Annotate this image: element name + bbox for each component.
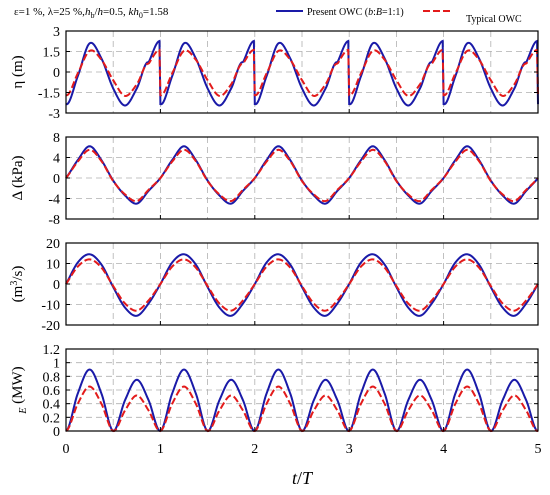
figure-parameters: ε=1 %, λ=25 %,hb/h=0.5, kh0=1.58	[14, 6, 169, 20]
panel-3-ylabel: q (m3/s)	[9, 266, 26, 303]
panel-3-present-owc-line	[65, 253, 539, 317]
legend-present-label: Present OWC (b:B=1:1)	[307, 7, 404, 18]
panel-2-ylabel: ΔP (kPa)	[10, 155, 26, 200]
panel-2-ytick-label: 0	[53, 172, 60, 187]
panel-1-ytick-label: 1.5	[43, 46, 61, 61]
panel-4-ylabel: PE (MW)	[10, 366, 29, 414]
panel-3-ytick-label: -20	[41, 319, 60, 334]
panel-4-ytick-label: 1.2	[43, 343, 61, 358]
panel-3-typical-owc-line	[65, 258, 539, 312]
panel-2-present-owc-line	[65, 145, 539, 205]
panel-3-ytick-label: 10	[46, 258, 60, 273]
panel-1-ytick-label: -3	[48, 107, 60, 122]
panel-3-ytick-label: 20	[46, 237, 60, 252]
panel-4-ytick-label: 0.2	[43, 411, 61, 426]
panel-4-ytick-label: 0.4	[43, 398, 61, 413]
panel-4-ytick-label: 0	[53, 425, 60, 440]
panel-2-ytick-label: 4	[53, 152, 60, 167]
panel-4-xtick-label: 3	[346, 442, 353, 457]
panel-1-ytick-label: 0	[53, 66, 60, 81]
panel-2-ytick-label: 8	[53, 131, 60, 146]
panel-2-typical-owc-line	[65, 148, 539, 203]
panel-4-xtick-label: 5	[535, 442, 542, 457]
panel-1-ytick-label: -1.5	[38, 87, 60, 102]
x-axis-label: t/T	[292, 468, 314, 488]
panel-2-ytick-label: -8	[48, 213, 60, 228]
panel-4-ytick-label: 1	[53, 357, 60, 372]
panel-1-present-owc-line	[65, 39, 539, 107]
panel-4-xtick-label: 4	[440, 442, 447, 457]
panel-1-ylabel: η (m)	[10, 55, 26, 88]
panel-4-xtick-label: 2	[251, 442, 258, 457]
panel-3-ytick-label: 0	[53, 278, 60, 293]
panel-4-xtick-label: 0	[63, 442, 70, 457]
panel-2-ytick-label: -4	[48, 193, 60, 208]
panel-1-ytick-label: 3	[53, 25, 60, 40]
panel-1-typical-owc-line	[65, 48, 539, 97]
panel-4-ytick-label: 0.6	[43, 384, 61, 399]
panel-4-xtick-label: 1	[157, 442, 164, 457]
panel-3-ytick-label: -10	[41, 299, 60, 314]
legend-typical-label: Typical OWC	[466, 14, 522, 25]
panel-4-ytick-label: 0.8	[43, 370, 61, 385]
